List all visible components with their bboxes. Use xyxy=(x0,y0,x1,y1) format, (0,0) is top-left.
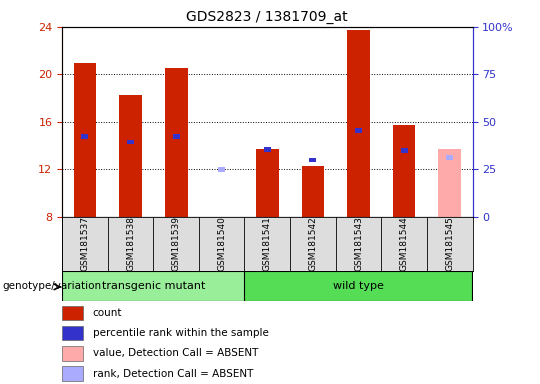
Bar xyxy=(82,134,89,139)
Bar xyxy=(309,157,316,162)
Text: wild type: wild type xyxy=(333,281,384,291)
Text: GSM181542: GSM181542 xyxy=(308,217,318,271)
Bar xyxy=(301,166,325,217)
Text: GSM181544: GSM181544 xyxy=(400,217,409,271)
Bar xyxy=(218,167,225,172)
Text: GSM181541: GSM181541 xyxy=(263,217,272,271)
Bar xyxy=(264,147,271,152)
Bar xyxy=(256,149,279,217)
Text: GSM181537: GSM181537 xyxy=(80,216,90,271)
Bar xyxy=(165,68,187,217)
Bar xyxy=(127,140,134,144)
Bar xyxy=(119,94,142,217)
Bar xyxy=(62,306,83,320)
Title: GDS2823 / 1381709_at: GDS2823 / 1381709_at xyxy=(186,10,348,25)
Bar xyxy=(393,126,415,217)
Text: GSM181539: GSM181539 xyxy=(172,216,180,271)
Text: transgenic mutant: transgenic mutant xyxy=(102,281,205,291)
Bar xyxy=(73,63,96,217)
Bar xyxy=(62,271,245,301)
Bar xyxy=(347,30,370,217)
Bar xyxy=(355,128,362,132)
Text: count: count xyxy=(93,308,122,318)
Bar xyxy=(173,134,179,139)
Bar xyxy=(210,217,233,219)
Bar xyxy=(62,346,83,361)
Text: genotype/variation: genotype/variation xyxy=(3,281,102,291)
Text: rank, Detection Call = ABSENT: rank, Detection Call = ABSENT xyxy=(93,369,253,379)
Bar xyxy=(62,366,83,381)
Bar xyxy=(245,271,472,301)
Bar xyxy=(401,148,408,153)
Text: percentile rank within the sample: percentile rank within the sample xyxy=(93,328,268,338)
Bar xyxy=(62,326,83,341)
Text: GSM181538: GSM181538 xyxy=(126,216,135,271)
Text: value, Detection Call = ABSENT: value, Detection Call = ABSENT xyxy=(93,348,258,358)
Bar xyxy=(446,155,453,160)
Text: GSM181540: GSM181540 xyxy=(217,217,226,271)
Bar xyxy=(438,149,461,217)
Text: GSM181543: GSM181543 xyxy=(354,217,363,271)
Text: GSM181545: GSM181545 xyxy=(445,217,454,271)
